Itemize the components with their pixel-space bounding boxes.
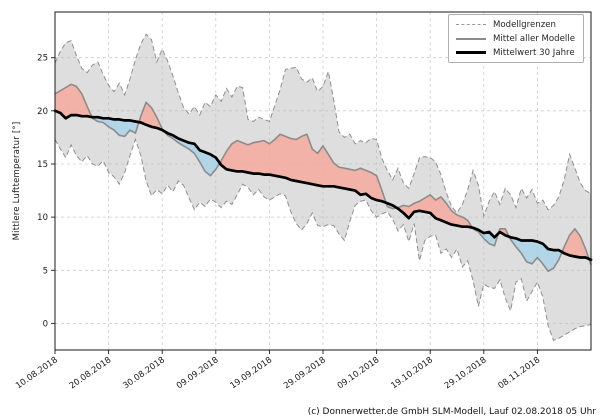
warm-anomaly-fill: [55, 84, 92, 119]
model-bounds-lower-line: [54, 137, 592, 342]
y-tick-label: 10: [37, 213, 48, 223]
x-tick-label: 19.10.2018: [389, 355, 435, 391]
x-tick-label: 10.08.2018: [14, 355, 60, 391]
y-tick-label: 5: [43, 266, 48, 276]
copyright-caption: (c) Donnerwetter.de GmbH SLM-Modell, Lau…: [307, 407, 596, 417]
y-tick-label: 0: [43, 319, 48, 329]
x-tick-label: 29.10.2018: [443, 355, 489, 391]
x-tick-label: 29.09.2018: [282, 355, 328, 391]
legend-entry-climate-mean: Mittelwert 30 Jahre: [455, 47, 575, 58]
climate-mean-line: [53, 109, 593, 262]
x-tick-label: 19.09.2018: [229, 355, 275, 391]
warm-anomaly-fill: [219, 134, 387, 203]
cold-anomaly-fill: [509, 236, 563, 272]
legend-label: Mittelwert 30 Jahre: [492, 47, 575, 58]
x-tick-label: 08.11.2018: [497, 355, 543, 391]
y-tick-label: 20: [37, 107, 48, 117]
model-mean-line: [54, 83, 592, 273]
x-tick-label: 30.08.2018: [121, 355, 167, 391]
dashed-line-swatch: [455, 24, 486, 25]
y-tick-label: 15: [37, 160, 48, 170]
legend-entry-model-mean: Mittel aller Modelle: [455, 33, 575, 44]
x-tick-label: 09.09.2018: [175, 355, 221, 391]
gray-line-swatch: [455, 37, 486, 40]
x-tick-label: 09.10.2018: [336, 355, 382, 391]
warm-anomaly-fill: [562, 228, 589, 259]
y-tick-label: 25: [37, 54, 48, 64]
legend-label: Modellgrenzen: [492, 19, 556, 30]
x-tick-label: 20.08.2018: [68, 355, 114, 391]
model-bounds-upper-line: [54, 33, 592, 219]
legend-entry-model-bounds: Modellgrenzen: [455, 19, 575, 30]
black-line-swatch: [455, 51, 486, 54]
chart-legend: Modellgrenzen Mittel aller Modelle Mitte…: [447, 14, 584, 63]
y-axis-label: Mittlere Lufttemperatur [°]: [12, 121, 22, 241]
legend-label: Mittel aller Modelle: [492, 33, 575, 44]
